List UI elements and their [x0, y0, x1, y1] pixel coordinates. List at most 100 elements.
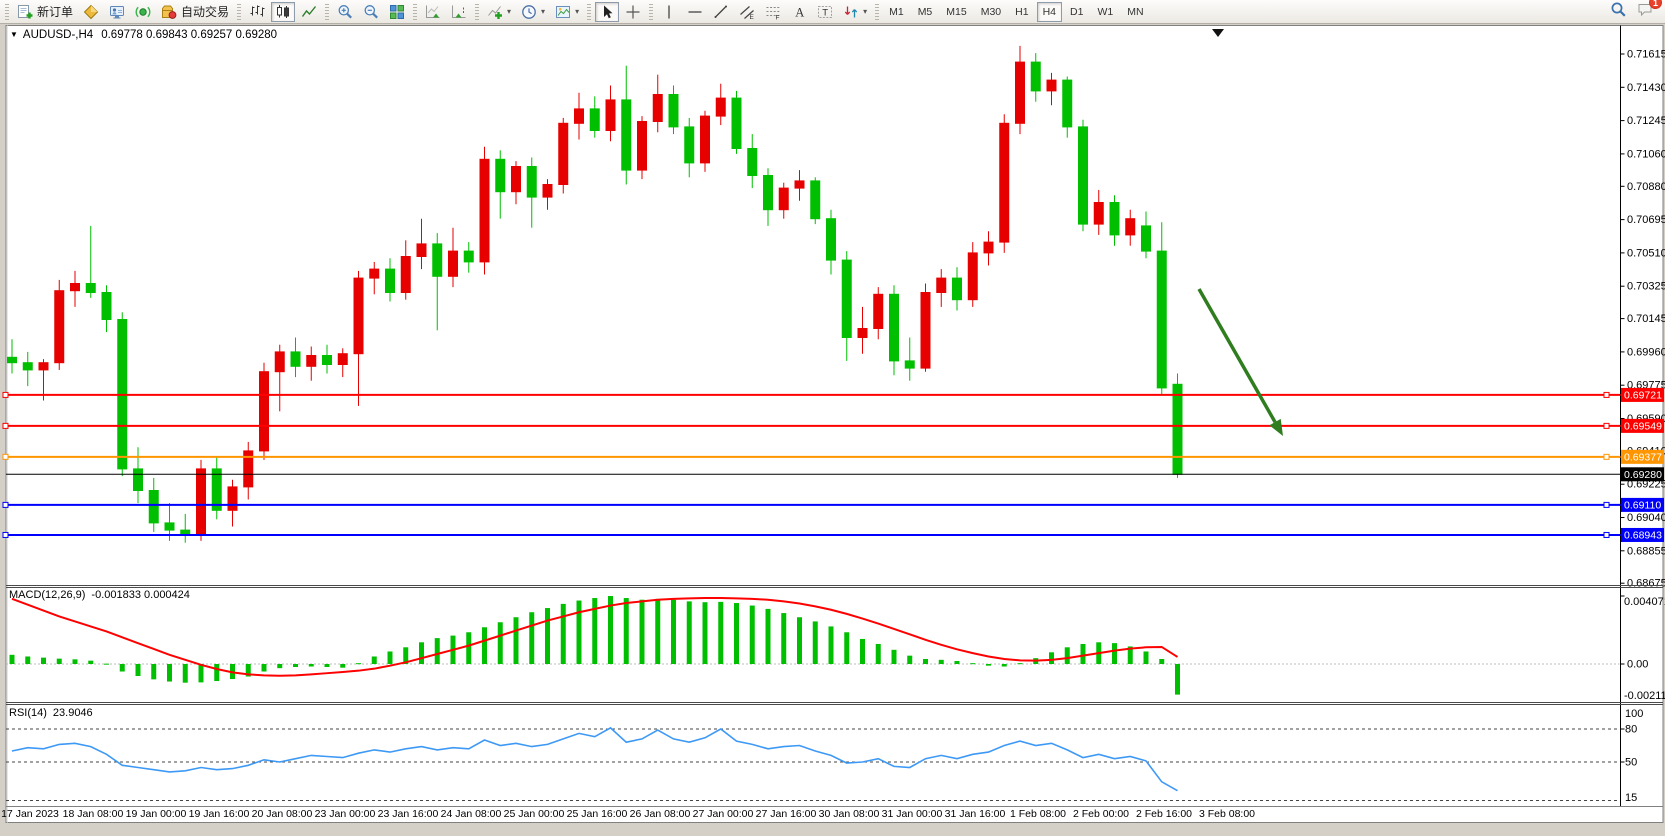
svg-text:0.68855: 0.68855 [1627, 545, 1665, 557]
hline-marker[interactable] [1603, 531, 1610, 538]
svg-text:20 Jan 08:00: 20 Jan 08:00 [252, 808, 313, 820]
rsi-pane: 100 80 50 15 [6, 708, 1663, 807]
svg-text:0.70880: 0.70880 [1627, 181, 1665, 193]
svg-text:0.004071: 0.004071 [1624, 596, 1665, 608]
cursor-button[interactable] [595, 1, 620, 22]
tf-mn-button[interactable]: MN [1121, 2, 1149, 22]
tf-d1-button[interactable]: D1 [1064, 2, 1089, 22]
crosshair-icon [625, 4, 641, 20]
tf-m15-button[interactable]: M15 [940, 2, 972, 22]
hline-marker[interactable] [2, 501, 9, 508]
zoom-in-button[interactable] [333, 2, 357, 22]
tf-m30-label: M30 [980, 5, 1002, 18]
channel-icon: E [739, 4, 755, 20]
svg-text:0.70510: 0.70510 [1627, 247, 1665, 259]
periods-button[interactable]: ▾ [517, 2, 549, 22]
tf-m1-button[interactable]: M1 [883, 2, 910, 22]
collapse-icon[interactable]: ▼ [10, 30, 18, 39]
toolbar-grip [5, 3, 9, 20]
new-order-button[interactable]: 新订单 [13, 2, 77, 22]
templates-button[interactable]: ▾ [551, 2, 583, 22]
svg-text:19 Jan 00:00: 19 Jan 00:00 [126, 808, 187, 820]
text-button[interactable]: A [787, 2, 811, 22]
hline-marker[interactable] [2, 453, 9, 460]
arrows-button[interactable]: ▾ [839, 2, 871, 22]
new-order-label: 新订单 [37, 5, 74, 19]
tf-w1-label: W1 [1097, 5, 1114, 18]
hline-marker[interactable] [1603, 501, 1610, 508]
svg-text:27 Jan 16:00: 27 Jan 16:00 [756, 808, 817, 820]
svg-text:0.68943: 0.68943 [1624, 529, 1662, 541]
svg-text:0.69280: 0.69280 [1624, 469, 1662, 481]
equidistant-channel-button[interactable]: E [735, 2, 759, 22]
bars-chart-button[interactable] [245, 2, 269, 22]
notifications-button[interactable]: 1 [1637, 0, 1662, 22]
tf-m15-label: M15 [946, 5, 967, 18]
candles-icon [275, 4, 291, 20]
svg-text:19 Jan 16:00: 19 Jan 16:00 [189, 808, 250, 820]
tf-h4-label: H4 [1042, 5, 1057, 18]
svg-text:2 Feb 16:00: 2 Feb 16:00 [1136, 808, 1192, 820]
line-chart-button[interactable] [297, 2, 321, 22]
vertical-line-button[interactable] [657, 2, 681, 22]
toolbar-grip [649, 3, 654, 20]
svg-text:27 Jan 00:00: 27 Jan 00:00 [693, 808, 754, 820]
toolbar-grip [587, 3, 592, 20]
tf-w1-button[interactable]: W1 [1091, 2, 1119, 22]
svg-text:23 Jan 16:00: 23 Jan 16:00 [378, 808, 439, 820]
charts-cube-button[interactable] [79, 2, 103, 22]
svg-text:23 Jan 00:00: 23 Jan 00:00 [315, 808, 376, 820]
symbol-period-label: AUDUSD-,H4 [22, 29, 94, 41]
trendline-button[interactable] [709, 2, 733, 22]
bars-icon [249, 4, 265, 20]
tf-h1-label: H1 [1015, 5, 1029, 18]
svg-text:0.69721: 0.69721 [1624, 389, 1662, 401]
macd-indicator-label: MACD(12,26,9) -0.001833 0.000424 [9, 589, 190, 601]
hline-marker[interactable] [2, 391, 9, 398]
crosshair-button[interactable] [621, 2, 645, 22]
chart-shift-button[interactable] [447, 2, 471, 22]
toolbar-grip [875, 3, 880, 20]
tf-h1-button[interactable]: H1 [1009, 2, 1034, 22]
trendline-icon [713, 4, 729, 20]
text-label-button[interactable]: T [813, 2, 837, 22]
vline-icon [661, 4, 677, 20]
signal-icon [135, 4, 151, 20]
hline-marker[interactable] [1603, 391, 1610, 398]
toolbar-grip [325, 3, 330, 20]
horizontal-line-button[interactable] [683, 2, 707, 22]
fibo-icon: F [765, 4, 781, 20]
market-signal-button[interactable] [131, 2, 155, 22]
hline-marker[interactable] [1603, 422, 1610, 429]
search-button[interactable] [1610, 1, 1627, 23]
auto-scroll-button[interactable] [421, 2, 445, 22]
svg-text:0.69040: 0.69040 [1627, 512, 1665, 524]
indicators-button[interactable]: ▾ [483, 2, 515, 22]
zoom-out-button[interactable] [359, 2, 383, 22]
hline-objects[interactable]: 0.69721 0.69549 0.69377 0.69110 0.68943 0.692… [2, 387, 1664, 542]
toolbar-grip [413, 3, 418, 20]
svg-text:2 Feb 00:00: 2 Feb 00:00 [1073, 808, 1129, 820]
hline-marker[interactable] [2, 422, 9, 429]
fibonacci-button[interactable]: F [761, 2, 785, 22]
svg-text:25 Jan 16:00: 25 Jan 16:00 [567, 808, 628, 820]
hline-marker[interactable] [1603, 453, 1610, 460]
auto-scroll-icon [425, 4, 441, 20]
hline-marker[interactable] [2, 531, 9, 538]
time-marker-icon[interactable] [1212, 29, 1224, 37]
tf-h4-button[interactable]: H4 [1036, 1, 1063, 22]
candle-chart-button[interactable] [271, 1, 296, 22]
svg-text:0.69225: 0.69225 [1627, 479, 1665, 491]
svg-text:31 Jan 16:00: 31 Jan 16:00 [945, 808, 1006, 820]
tf-m5-button[interactable]: M5 [912, 2, 939, 22]
tile-windows-button[interactable] [385, 2, 409, 22]
svg-text:50: 50 [1625, 757, 1637, 769]
profile-button[interactable] [105, 2, 129, 22]
tf-m30-button[interactable]: M30 [975, 2, 1007, 22]
rsi-value: 23.9046 [52, 707, 93, 719]
price-tag [1621, 449, 1664, 464]
autotrading-button[interactable]: 自动交易 [157, 2, 233, 22]
rsi-indicator-label: RSI(14) 23.9046 [9, 707, 93, 719]
arrow-annotation[interactable] [1197, 288, 1283, 436]
